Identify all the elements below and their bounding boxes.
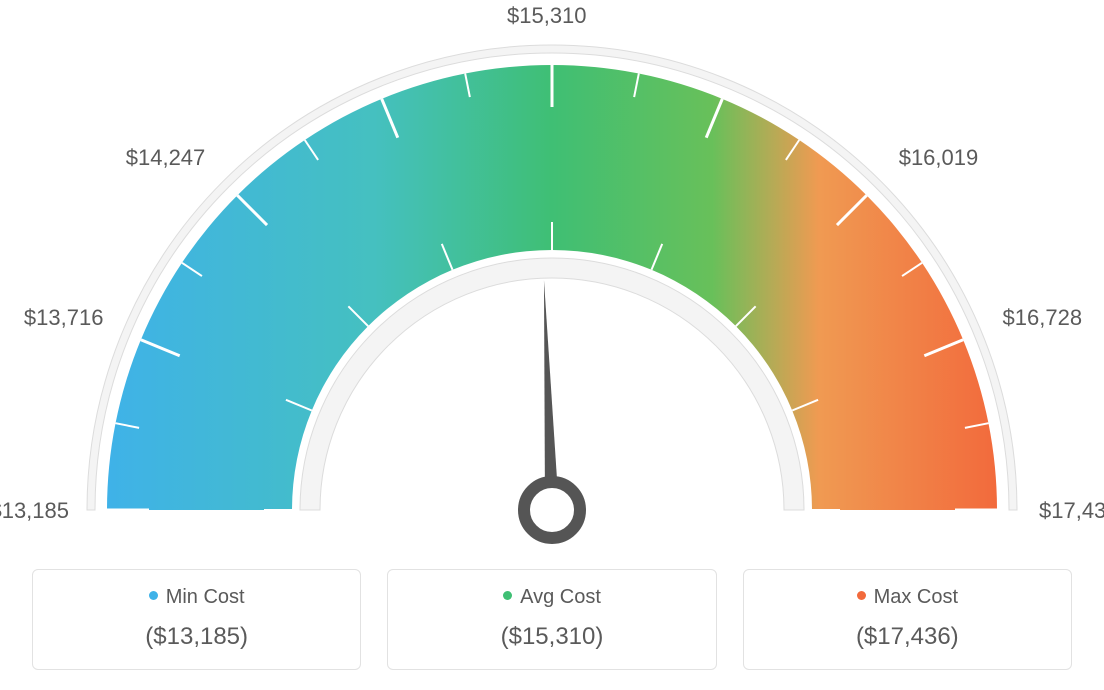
dot-icon <box>857 591 866 600</box>
legend-title-min: Min Cost <box>43 586 350 609</box>
dot-icon <box>503 591 512 600</box>
gauge-svg <box>0 0 1104 560</box>
gauge-tick-label: $17,436 <box>1039 498 1104 524</box>
gauge-tick-label: $16,728 <box>1003 305 1083 331</box>
legend-card-min: Min Cost ($13,185) <box>32 569 361 670</box>
legend-row: Min Cost ($13,185) Avg Cost ($15,310) Ma… <box>0 569 1104 670</box>
legend-title-text: Avg Cost <box>520 586 601 608</box>
cost-gauge-widget: $13,185 $13,716 $14,247 $15,310 $16,019 $16,7… <box>0 0 1104 690</box>
legend-value-avg: ($15,310) <box>398 623 705 651</box>
gauge-tick-label: $16,019 <box>899 145 979 171</box>
dot-icon <box>149 591 158 600</box>
gauge-tick-label: $15,310 <box>507 3 587 29</box>
gauge-area: $13,185 $13,716 $14,247 $15,310 $16,019 $16,7… <box>0 0 1104 560</box>
legend-title-text: Max Cost <box>874 586 958 608</box>
gauge-tick-label: $13,185 <box>0 498 69 524</box>
gauge-tick-label: $13,716 <box>7 305 103 331</box>
legend-value-max: ($17,436) <box>754 623 1061 651</box>
legend-title-text: Min Cost <box>166 586 245 608</box>
legend-card-max: Max Cost ($17,436) <box>743 569 1072 670</box>
legend-card-avg: Avg Cost ($15,310) <box>387 569 716 670</box>
legend-title-max: Max Cost <box>754 586 1061 609</box>
legend-value-min: ($13,185) <box>43 623 350 651</box>
gauge-tick-label: $14,247 <box>109 145 205 171</box>
legend-title-avg: Avg Cost <box>398 586 705 609</box>
